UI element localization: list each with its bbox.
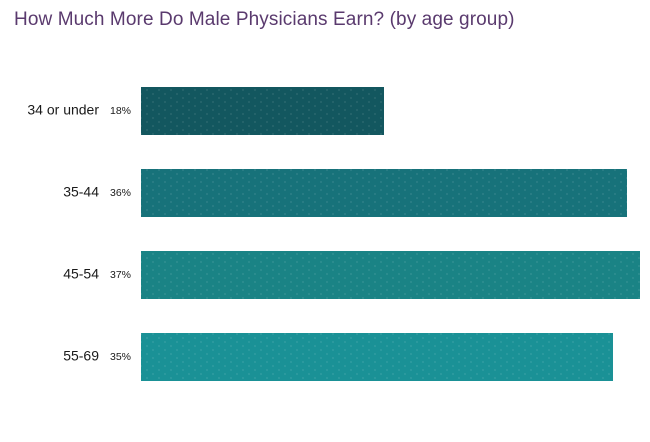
- category-label-3: 45-54: [63, 266, 99, 282]
- category-label-2: 35-44: [63, 184, 99, 200]
- value-label-4: 35%: [110, 351, 131, 363]
- value-label-2: 36%: [110, 187, 131, 199]
- bar-texture-4: [141, 333, 613, 381]
- bar-texture-1: [141, 87, 384, 135]
- value-label-3: 37%: [110, 269, 131, 281]
- category-label-4: 55-69: [63, 348, 99, 364]
- bars-group: 18% 34 or under 36% 35-44 37% 45-54 35% 55-69: [27, 87, 640, 381]
- value-label-1: 18%: [110, 105, 131, 117]
- bar-texture-3: [141, 251, 640, 299]
- chart-title: How Much More Do Male Physicians Earn? (…: [14, 9, 515, 30]
- bar-texture-2: [141, 169, 627, 217]
- category-label-1: 34 or under: [27, 102, 99, 118]
